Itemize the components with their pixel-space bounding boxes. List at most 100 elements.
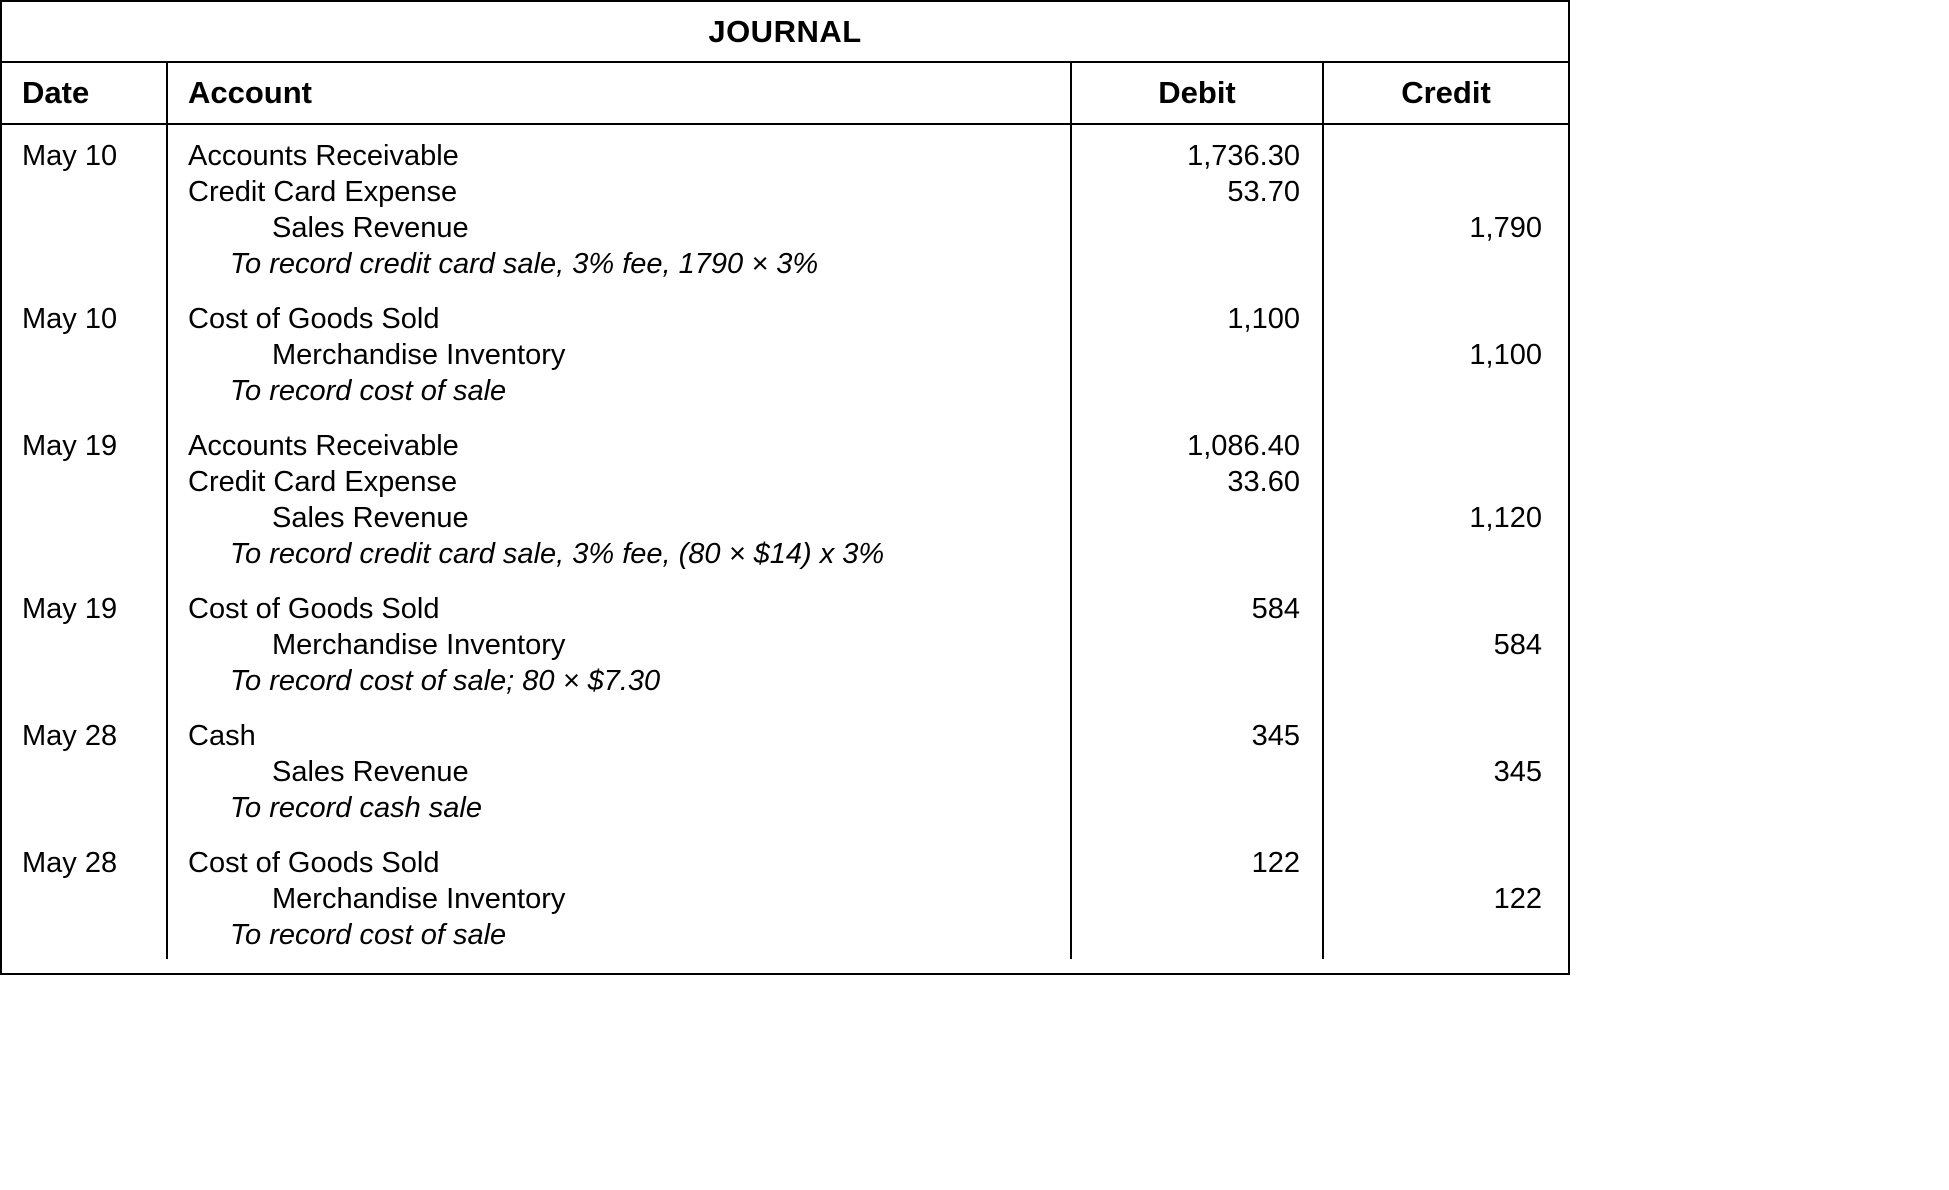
entry-date-empty [2,246,166,288]
column-header-debit: Debit [1070,63,1322,123]
account-name: Merchandise Inventory [166,337,1070,373]
credit-amount [1322,464,1568,500]
entry-note: To record credit card sale, 3% fee, 1790… [166,246,1070,288]
column-header-account: Account [166,63,1070,123]
entry-date [2,754,166,790]
debit-empty [1070,917,1322,959]
account-name: Accounts Receivable [166,125,1070,174]
debit-empty [1070,790,1322,832]
table-header: Date Account Debit Credit [2,63,1568,125]
journal-entry-line: Sales Revenue 1,790 [2,210,1568,246]
credit-amount [1322,174,1568,210]
debit-amount [1070,337,1322,373]
credit-amount [1322,578,1568,627]
entry-date-empty [2,790,166,832]
credit-amount [1322,415,1568,464]
credit-amount: 584 [1322,627,1568,663]
debit-amount: 584 [1070,578,1322,627]
entry-date: May 10 [22,303,118,335]
account-name: Credit Card Expense [166,464,1070,500]
credit-empty [1322,663,1568,705]
credit-amount: 1,100 [1322,337,1568,373]
credit-empty [1322,917,1568,959]
debit-amount: 345 [1070,705,1322,754]
debit-amount: 1,736.30 [1070,125,1322,174]
debit-empty [1070,663,1322,705]
debit-empty [1070,246,1322,288]
credit-empty [1322,790,1568,832]
credit-empty [1322,246,1568,288]
journal-entry-line: May 10 Accounts Receivable 1,736.30 [2,125,1568,174]
entry-date: May 10 [22,140,118,172]
entry-note: To record cash sale [166,790,1070,832]
account-name: Cash [166,705,1070,754]
journal-entry-line: Credit Card Expense 53.70 [2,174,1568,210]
debit-amount: 53.70 [1070,174,1322,210]
debit-amount [1070,500,1322,536]
credit-amount [1322,705,1568,754]
column-header-date: Date [22,75,90,110]
entry-date-empty [2,917,166,959]
entry-note: To record cost of sale [166,373,1070,415]
journal-entry-note-row: To record cost of sale; 80 × $7.30 [2,663,1568,705]
entry-date-empty [2,536,166,578]
journal-entry-note-row: To record credit card sale, 3% fee, (80 … [2,536,1568,578]
entry-date [2,627,166,663]
entry-date: May 19 [22,593,118,625]
journal-entry-line: Merchandise Inventory 1,100 [2,337,1568,373]
account-name: Cost of Goods Sold [166,578,1070,627]
account-name: Credit Card Expense [166,174,1070,210]
journal-entry-line: May 10 Cost of Goods Sold 1,100 [2,288,1568,337]
debit-empty [1070,536,1322,578]
entry-date-empty [2,663,166,705]
journal-entry-line: Sales Revenue 1,120 [2,500,1568,536]
account-name: Merchandise Inventory [166,881,1070,917]
journal-entry-note-row: To record credit card sale, 3% fee, 1790… [2,246,1568,288]
account-name: Cost of Goods Sold [166,288,1070,337]
debit-amount: 1,100 [1070,288,1322,337]
account-name: Sales Revenue [166,754,1070,790]
entry-date [2,881,166,917]
journal-entry-line: May 28 Cash 345 [2,705,1568,754]
debit-amount: 122 [1070,832,1322,881]
account-name: Cost of Goods Sold [166,832,1070,881]
credit-amount [1322,832,1568,881]
debit-amount [1070,881,1322,917]
entry-date [2,174,166,210]
journal-entry-line: May 19 Accounts Receivable 1,086.40 [2,415,1568,464]
debit-amount [1070,754,1322,790]
journal-entry-line: Merchandise Inventory 122 [2,881,1568,917]
entry-date: May 28 [22,847,118,879]
entry-date [2,500,166,536]
credit-amount: 122 [1322,881,1568,917]
entry-note: To record cost of sale; 80 × $7.30 [166,663,1070,705]
account-name: Merchandise Inventory [166,627,1070,663]
journal-title: JOURNAL [2,2,1568,63]
account-name: Sales Revenue [166,210,1070,246]
journal-entry-line: May 28 Cost of Goods Sold 122 [2,832,1568,881]
entry-date: May 19 [22,430,118,462]
entry-note: To record cost of sale [166,917,1070,959]
credit-amount [1322,288,1568,337]
debit-amount [1070,627,1322,663]
credit-amount: 1,790 [1322,210,1568,246]
credit-empty [1322,536,1568,578]
account-name: Accounts Receivable [166,415,1070,464]
journal-body: May 10 Accounts Receivable 1,736.30 Credit … [2,125,1568,973]
journal-entry-line: Sales Revenue 345 [2,754,1568,790]
entry-date [2,337,166,373]
journal-entry-note-row: To record cash sale [2,790,1568,832]
entry-note: To record credit card sale, 3% fee, (80 … [166,536,1070,578]
debit-empty [1070,373,1322,415]
journal-table: JOURNAL Date Account Debit Credit May 10… [0,0,1570,975]
debit-amount: 33.60 [1070,464,1322,500]
credit-amount: 345 [1322,754,1568,790]
credit-amount: 1,120 [1322,500,1568,536]
journal-entry-line: May 19 Cost of Goods Sold 584 [2,578,1568,627]
entry-date-empty [2,373,166,415]
journal-entry-note-row: To record cost of sale [2,917,1568,959]
entry-date: May 28 [22,720,118,752]
debit-amount [1070,210,1322,246]
journal-entry-line: Merchandise Inventory 584 [2,627,1568,663]
journal-entry-note-row: To record cost of sale [2,373,1568,415]
